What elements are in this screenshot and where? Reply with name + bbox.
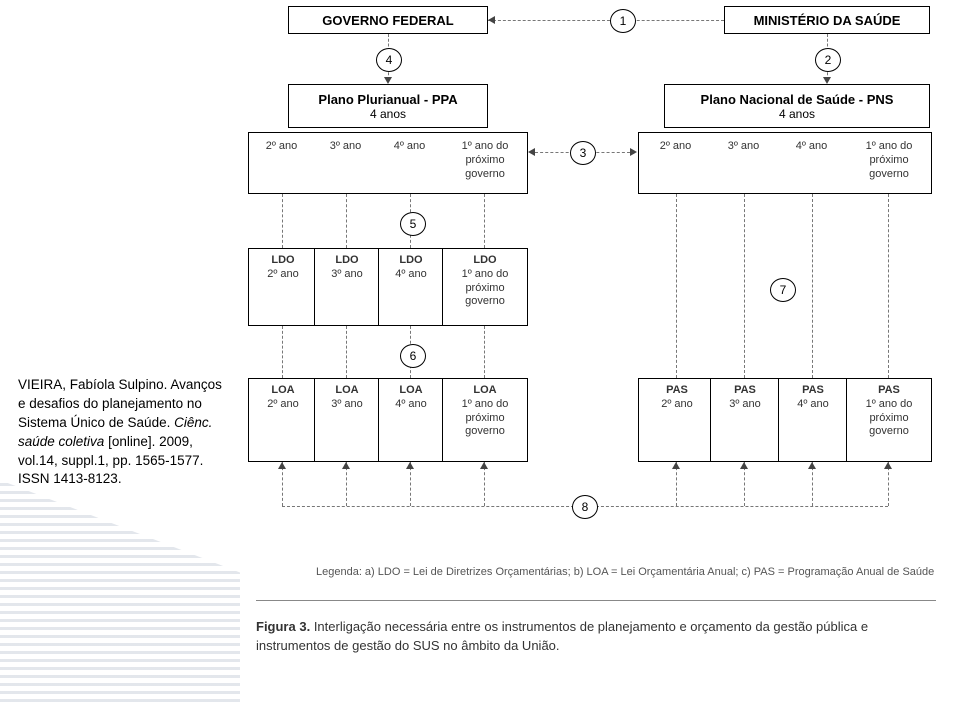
- cit-l7: ISSN 1413-8123.: [18, 471, 122, 486]
- ppa-y1: 2º ano: [254, 140, 309, 154]
- arrow-3-right: [630, 148, 637, 156]
- au-pas4: [884, 462, 892, 469]
- pas-3: PAS4º ano: [784, 384, 842, 412]
- ldo-2: LDO3º ano: [318, 254, 376, 282]
- pas-div2: [778, 378, 779, 462]
- au-pas1: [672, 462, 680, 469]
- loa-div3: [442, 378, 443, 462]
- pas-div3: [846, 378, 847, 462]
- v-pns2: [744, 194, 745, 378]
- arrow-top-left: [488, 16, 495, 24]
- loa-1: LOA2º ano: [254, 384, 312, 412]
- pas-1: PAS2º ano: [648, 384, 706, 412]
- figure-num: Figura 3.: [256, 619, 310, 634]
- ppa-sub: 4 anos: [370, 107, 406, 121]
- box-pns: Plano Nacional de Saúde - PNS 4 anos: [664, 84, 930, 128]
- au-loa1: [278, 462, 286, 469]
- ldo-1: LDO2º ano: [254, 254, 312, 282]
- legend-text: Legenda: a) LDO = Lei de Diretrizes Orça…: [316, 566, 936, 578]
- v-pns3: [812, 194, 813, 378]
- loa-div1: [314, 378, 315, 462]
- arrow-3-left: [528, 148, 535, 156]
- cit-l5: [online]. 2009,: [104, 434, 193, 449]
- cit-l3: Sistema Único de Saúde.: [18, 415, 170, 430]
- au-pas2: [740, 462, 748, 469]
- citation-block: VIEIRA, Fabíola Sulpino. Avanços e desaf…: [18, 376, 238, 489]
- cit-l2: e desafios do planejamento no: [18, 396, 202, 411]
- arrow-4-down: [384, 77, 392, 84]
- figure-text: Interligação necessária entre os instrum…: [256, 619, 868, 653]
- box-ppa: Plano Plurianual - PPA 4 anos: [288, 84, 488, 128]
- arrow-2-down: [823, 77, 831, 84]
- decorative-stripes: [0, 460, 240, 706]
- connector-7: 7: [770, 278, 796, 302]
- v-ppa2: [346, 194, 347, 248]
- cit-l1: VIEIRA, Fabíola Sulpino. Avanços: [18, 377, 222, 392]
- connector-8: 8: [572, 495, 598, 519]
- pns-title: Plano Nacional de Saúde - PNS: [701, 92, 894, 107]
- loa-div2: [378, 378, 379, 462]
- ldo-3: LDO4º ano: [382, 254, 440, 282]
- ldo-div1: [314, 248, 315, 326]
- connector-4: 4: [376, 48, 402, 72]
- ppa-y2: 3º ano: [318, 140, 373, 154]
- pas-4: PAS1º ano dopróximogoverno: [850, 384, 928, 439]
- loa-2: LOA3º ano: [318, 384, 376, 412]
- connector-6: 6: [400, 344, 426, 368]
- au-loa2: [342, 462, 350, 469]
- v-ldo1: [282, 326, 283, 378]
- pns-y1: 2º ano: [648, 140, 703, 154]
- connector-3: 3: [570, 141, 596, 165]
- loa-4: LOA1º ano dopróximogoverno: [446, 384, 524, 439]
- ldo-4: LDO1º ano dopróximogoverno: [446, 254, 524, 309]
- au-loa3: [406, 462, 414, 469]
- label-ministerio-saude: MINISTÉRIO DA SAÚDE: [754, 13, 901, 28]
- label-governo-federal: GOVERNO FEDERAL: [322, 13, 453, 28]
- au-pas3: [808, 462, 816, 469]
- ppa-y4: 1º ano do próximo governo: [446, 140, 524, 181]
- figure-divider: [256, 600, 936, 601]
- pas-div1: [710, 378, 711, 462]
- pas-2: PAS3º ano: [716, 384, 774, 412]
- box-ministerio-saude: MINISTÉRIO DA SAÚDE: [724, 6, 930, 34]
- connector-5: 5: [400, 212, 426, 236]
- pns-sub: 4 anos: [779, 107, 815, 121]
- ldo-div2: [378, 248, 379, 326]
- line-top-link: [488, 20, 724, 21]
- v-ppa1: [282, 194, 283, 248]
- ppa-title: Plano Plurianual - PPA: [318, 92, 457, 107]
- v-pns4: [888, 194, 889, 378]
- pns-y2: 3º ano: [716, 140, 771, 154]
- ldo-div3: [442, 248, 443, 326]
- loa-3: LOA4º ano: [382, 384, 440, 412]
- figure-caption: Figura 3. Interligação necessária entre …: [256, 618, 936, 656]
- connector-1: 1: [610, 9, 636, 33]
- connector-2: 2: [815, 48, 841, 72]
- pns-y4: 1º ano do próximo governo: [850, 140, 928, 181]
- v-ldo2: [346, 326, 347, 378]
- v-ppa4: [484, 194, 485, 248]
- pns-y3: 4º ano: [784, 140, 839, 154]
- v-pns1: [676, 194, 677, 378]
- au-loa4: [480, 462, 488, 469]
- v-ldo4: [484, 326, 485, 378]
- ppa-y3: 4º ano: [382, 140, 437, 154]
- box-governo-federal: GOVERNO FEDERAL: [288, 6, 488, 34]
- cit-l6: vol.14, suppl.1, pp. 1565-1577.: [18, 453, 203, 468]
